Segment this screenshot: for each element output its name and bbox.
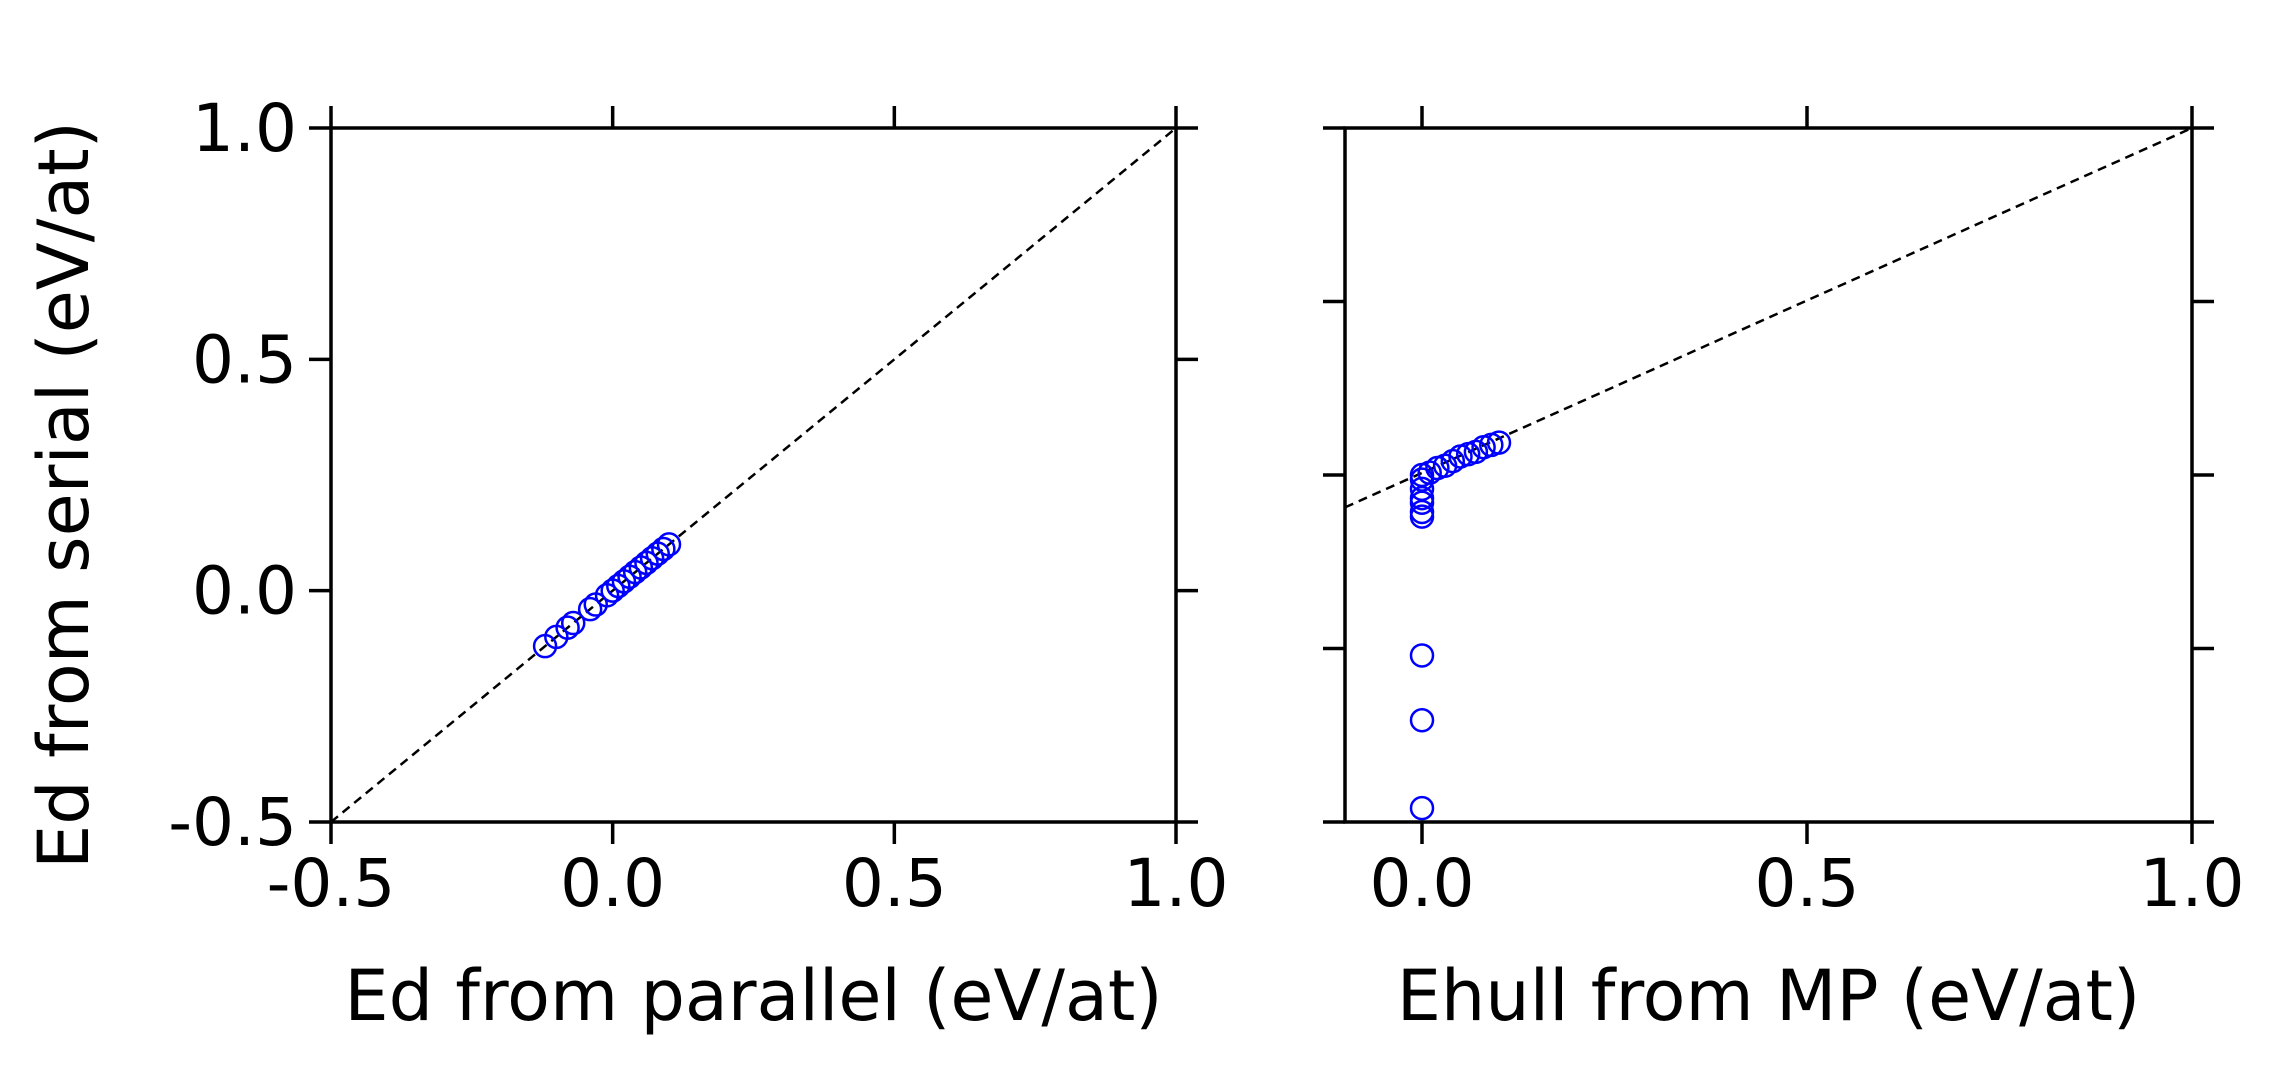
x-tick-label: 0.0 [560, 845, 665, 922]
y-tick-label: 1.0 [192, 90, 297, 167]
reference-line [1344, 126, 2193, 509]
y-tick-label: 0.5 [192, 321, 297, 398]
chart-panel-serial-vs-parallel: -0.5 0.0 0.5 1.0 -0.5 0.0 0.5 1.0 Ed from parall… [23, 90, 1228, 1037]
y-tick-label: -0.5 [168, 784, 297, 861]
data-point [656, 532, 682, 557]
data-point [1409, 476, 1435, 502]
axes-frame [1343, 126, 2194, 824]
x-tick-label: 1.0 [2140, 845, 2245, 922]
x-tick-label: -0.5 [267, 845, 396, 922]
chart-panel-serial-vs-mp: 0.0 0.5 1.0 Ehull from MP (eV/at) [1323, 106, 2244, 1037]
axes-frame [329, 126, 1178, 824]
x-tick-label: 0.5 [842, 845, 947, 922]
data-point [1409, 707, 1435, 733]
data-point [1486, 430, 1512, 455]
data-point [651, 536, 676, 562]
data-point [560, 610, 586, 636]
x-tick-label: 1.0 [1124, 845, 1229, 922]
x-axis-label: Ed from parallel (eV/at) [344, 955, 1162, 1037]
y-tick-label: 0.0 [192, 553, 297, 630]
data-point [577, 596, 603, 622]
data-point [1409, 795, 1435, 821]
y-axis-label: Ed from serial (eV/at) [23, 121, 105, 869]
data-point [1409, 643, 1435, 668]
x-tick-label: 0.5 [1755, 845, 1860, 922]
x-tick-label: 0.0 [1370, 845, 1475, 922]
data-point [555, 615, 580, 640]
x-axis-label: Ehull from MP (eV/at) [1397, 955, 2141, 1037]
reference-line [330, 127, 1177, 823]
